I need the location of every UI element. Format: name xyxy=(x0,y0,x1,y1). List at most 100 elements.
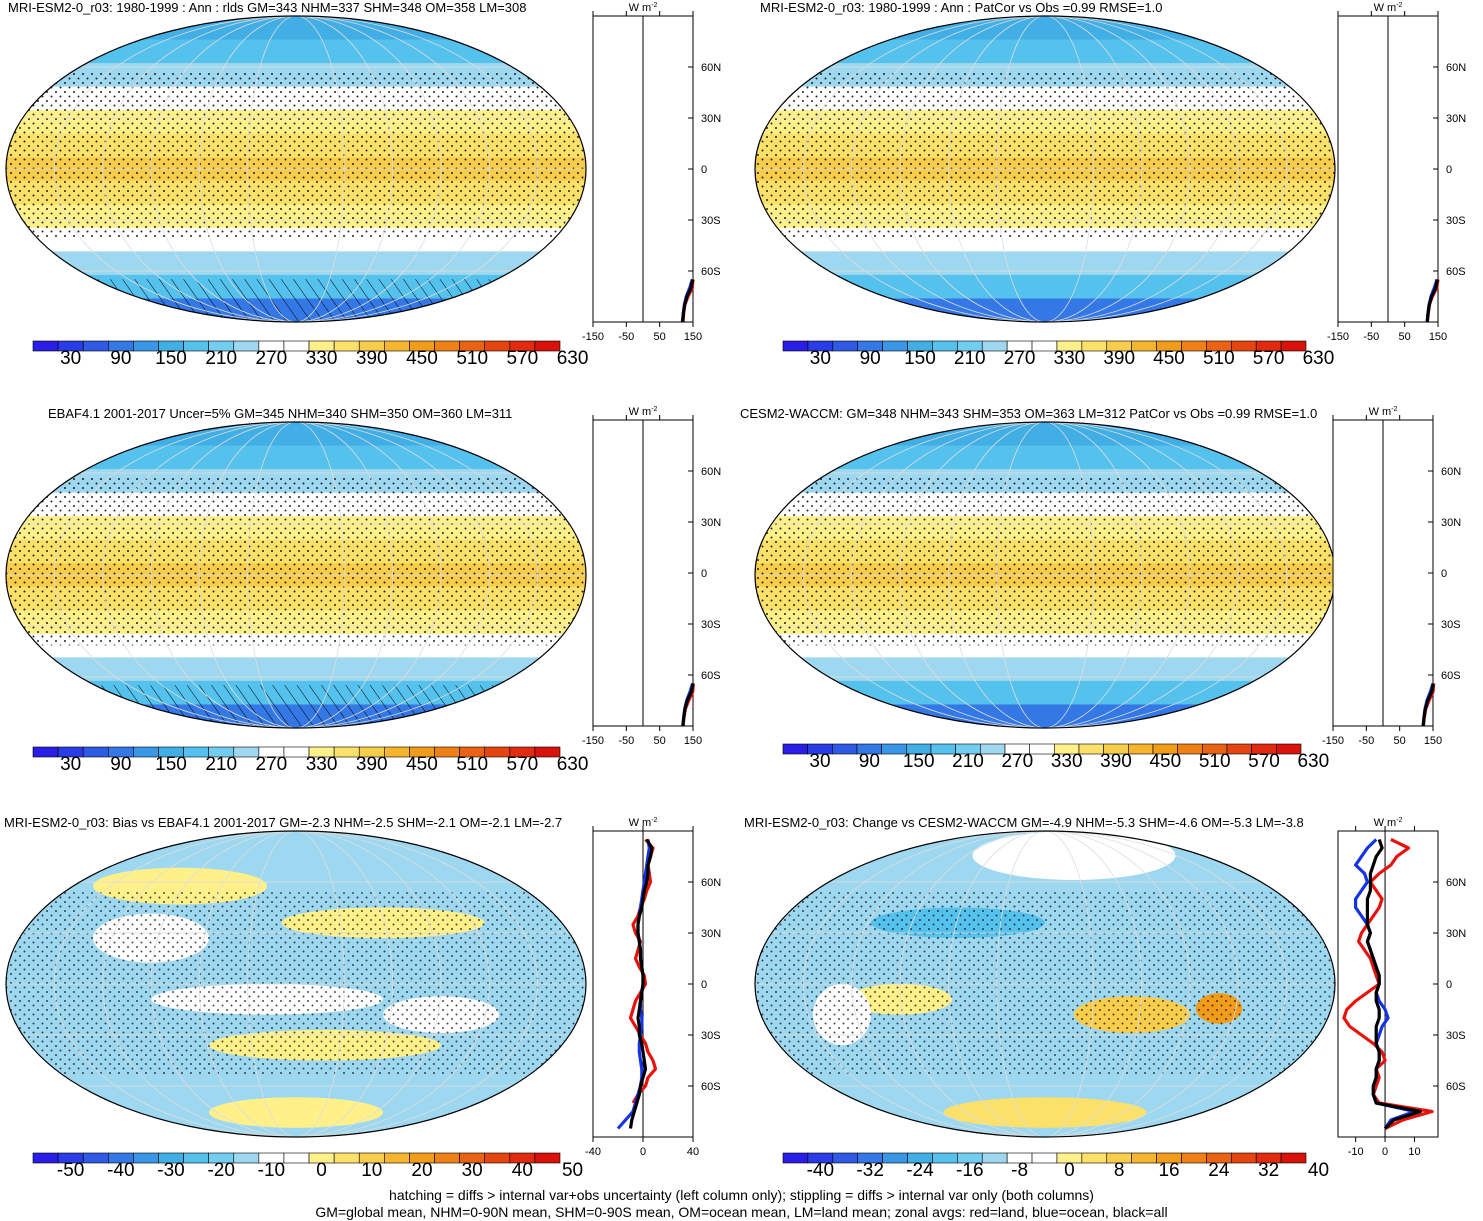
colorbar-label: 270 xyxy=(1001,751,1033,772)
colorbar-box xyxy=(782,340,809,352)
colorbar-label: 30 xyxy=(60,348,81,369)
colorbar-label: 40 xyxy=(1308,1160,1329,1181)
colorbar-label: 10 xyxy=(361,1160,382,1181)
graticule-lon xyxy=(947,831,1143,1137)
graticule-lon xyxy=(947,422,1143,728)
colorbar-label: 30 xyxy=(60,754,81,775)
x-tick-label: 50 xyxy=(1399,331,1411,343)
colorbar-label: 510 xyxy=(1203,348,1235,369)
colorbar-box xyxy=(534,340,561,352)
stipple-region xyxy=(6,477,586,646)
lat-label: 30S xyxy=(701,1030,721,1042)
panel-title: MRI-ESM2-0_r03: 1980-1999 : Ann : rlds G… xyxy=(8,0,526,15)
map-field xyxy=(755,422,1335,728)
lat-label: 0 xyxy=(1441,568,1447,580)
zonal-profile: W m-2 -150 -50 50 150 60N 30N 0 30S 60S xyxy=(582,2,721,343)
x-tick-label: 0 xyxy=(640,1146,646,1158)
graticule-lon xyxy=(899,16,1191,322)
x-tick-label: 150 xyxy=(684,735,702,747)
colorbar-box xyxy=(782,1152,809,1164)
profile-frame xyxy=(1337,830,1439,1138)
colorbar-box xyxy=(832,743,858,755)
zonal-profile: W m-2 -150 -50 50 150 60N 30N 0 30S 60S xyxy=(582,406,721,747)
colorbar-label: 390 xyxy=(356,348,388,369)
x-tick-label: 150 xyxy=(684,331,702,343)
colorbar-box xyxy=(882,1152,908,1164)
panel-title: MRI-ESM2-0_r03: Change vs CESM2-WACCM GM… xyxy=(744,815,1304,830)
hatch-region xyxy=(6,279,586,322)
lat-label: 30N xyxy=(701,517,721,529)
unit-label: W m-2 xyxy=(629,2,658,14)
lat-label: 30N xyxy=(1446,928,1466,940)
x-tick-label: 150 xyxy=(1424,735,1442,747)
colorbar-label: 90 xyxy=(110,754,131,775)
stipple-region xyxy=(755,477,1335,646)
colorbar-box xyxy=(333,1152,360,1164)
colorbar: -50 -40 -30 -20 -10 0 10 20 30 40 50 xyxy=(32,1152,583,1181)
colorbar-label: 0 xyxy=(316,1160,327,1181)
colorbar-label: 630 xyxy=(1297,751,1329,772)
colorbar-box xyxy=(981,1152,1008,1164)
hatch-region xyxy=(6,685,586,728)
colorbar-label: -8 xyxy=(1011,1160,1028,1181)
colorbar-box xyxy=(932,1152,958,1164)
zonal-series-all xyxy=(681,279,695,323)
graticule-lon xyxy=(947,16,1143,322)
colorbar-box xyxy=(32,340,59,352)
colorbar-label: 570 xyxy=(507,754,539,775)
colorbar: -40 -32 -24 -16 -8 0 8 16 24 32 40 xyxy=(782,1152,1329,1181)
colorbar-box xyxy=(32,746,59,758)
lat-label: 60N xyxy=(1446,62,1466,74)
panel-4: CESM2-WACCM: GM=348 NHM=343 SHM=353 OM=3… xyxy=(740,406,1461,772)
colorbar-box xyxy=(384,1152,410,1164)
panel-6: MRI-ESM2-0_r03: Change vs CESM2-WACCM GM… xyxy=(744,815,1466,1181)
colorbar-label: 450 xyxy=(406,348,438,369)
zonal-series-all xyxy=(1365,838,1423,1130)
graticule-lon xyxy=(996,831,1094,1137)
field-band xyxy=(755,704,1335,728)
colorbar-box xyxy=(233,1152,260,1164)
colorbar-label: 150 xyxy=(903,751,935,772)
field-band xyxy=(755,657,1335,682)
zonal-profile: W m-2 -150 -50 50 150 60N 30N 0 30S 60S xyxy=(1322,406,1461,747)
zonal-series-all xyxy=(628,838,654,1129)
lat-label: 0 xyxy=(1446,979,1452,991)
colorbar-label: -20 xyxy=(207,1160,234,1181)
colorbar-label: 450 xyxy=(1153,348,1185,369)
colorbar-box xyxy=(1031,1152,1058,1164)
lat-label: 60S xyxy=(1441,670,1461,682)
colorbar-label: 270 xyxy=(256,348,288,369)
colorbar-box xyxy=(1280,1152,1307,1164)
colorbar-label: -40 xyxy=(107,1160,134,1181)
footer-note-2: GM=global mean, NHM=0-90N mean, SHM=0-90… xyxy=(315,1204,1168,1220)
colorbar-label: 390 xyxy=(1100,751,1132,772)
colorbar-label: 210 xyxy=(205,754,237,775)
colorbar-label: 150 xyxy=(904,348,936,369)
field-blob xyxy=(972,831,1176,880)
colorbar-box xyxy=(1081,1152,1108,1164)
graticule-lon xyxy=(899,831,1191,1137)
lat-label: 30S xyxy=(1446,215,1466,227)
map-field xyxy=(6,422,586,728)
field-band xyxy=(755,251,1335,276)
colorbar-label: 30 xyxy=(809,751,830,772)
colorbar-label: 510 xyxy=(1199,751,1231,772)
colorbar-label: 570 xyxy=(507,348,539,369)
stipple-region xyxy=(755,71,1335,240)
colorbar-label: 630 xyxy=(557,348,589,369)
unit-label: W m-2 xyxy=(629,406,658,418)
field-blob xyxy=(943,1097,1147,1128)
colorbar-label: 630 xyxy=(557,754,589,775)
colorbar-label: 24 xyxy=(1208,1160,1230,1181)
colorbar-box xyxy=(283,1152,310,1164)
map-field xyxy=(6,16,586,322)
lat-label: 0 xyxy=(1446,164,1452,176)
lat-label: 30N xyxy=(1446,113,1466,125)
x-tick-label: -150 xyxy=(1322,735,1344,747)
panel-2: MRI-ESM2-0_r03: 1980-1999 : Ann : PatCor… xyxy=(754,0,1466,369)
colorbar-label: 210 xyxy=(954,348,986,369)
graticule-lon xyxy=(150,831,442,1137)
lat-label: 60S xyxy=(1446,266,1466,278)
zonal-profile: W m-2 -150 -50 50 150 60N 30N 0 30S 60S xyxy=(1327,2,1466,343)
colorbar-label: 16 xyxy=(1158,1160,1179,1181)
